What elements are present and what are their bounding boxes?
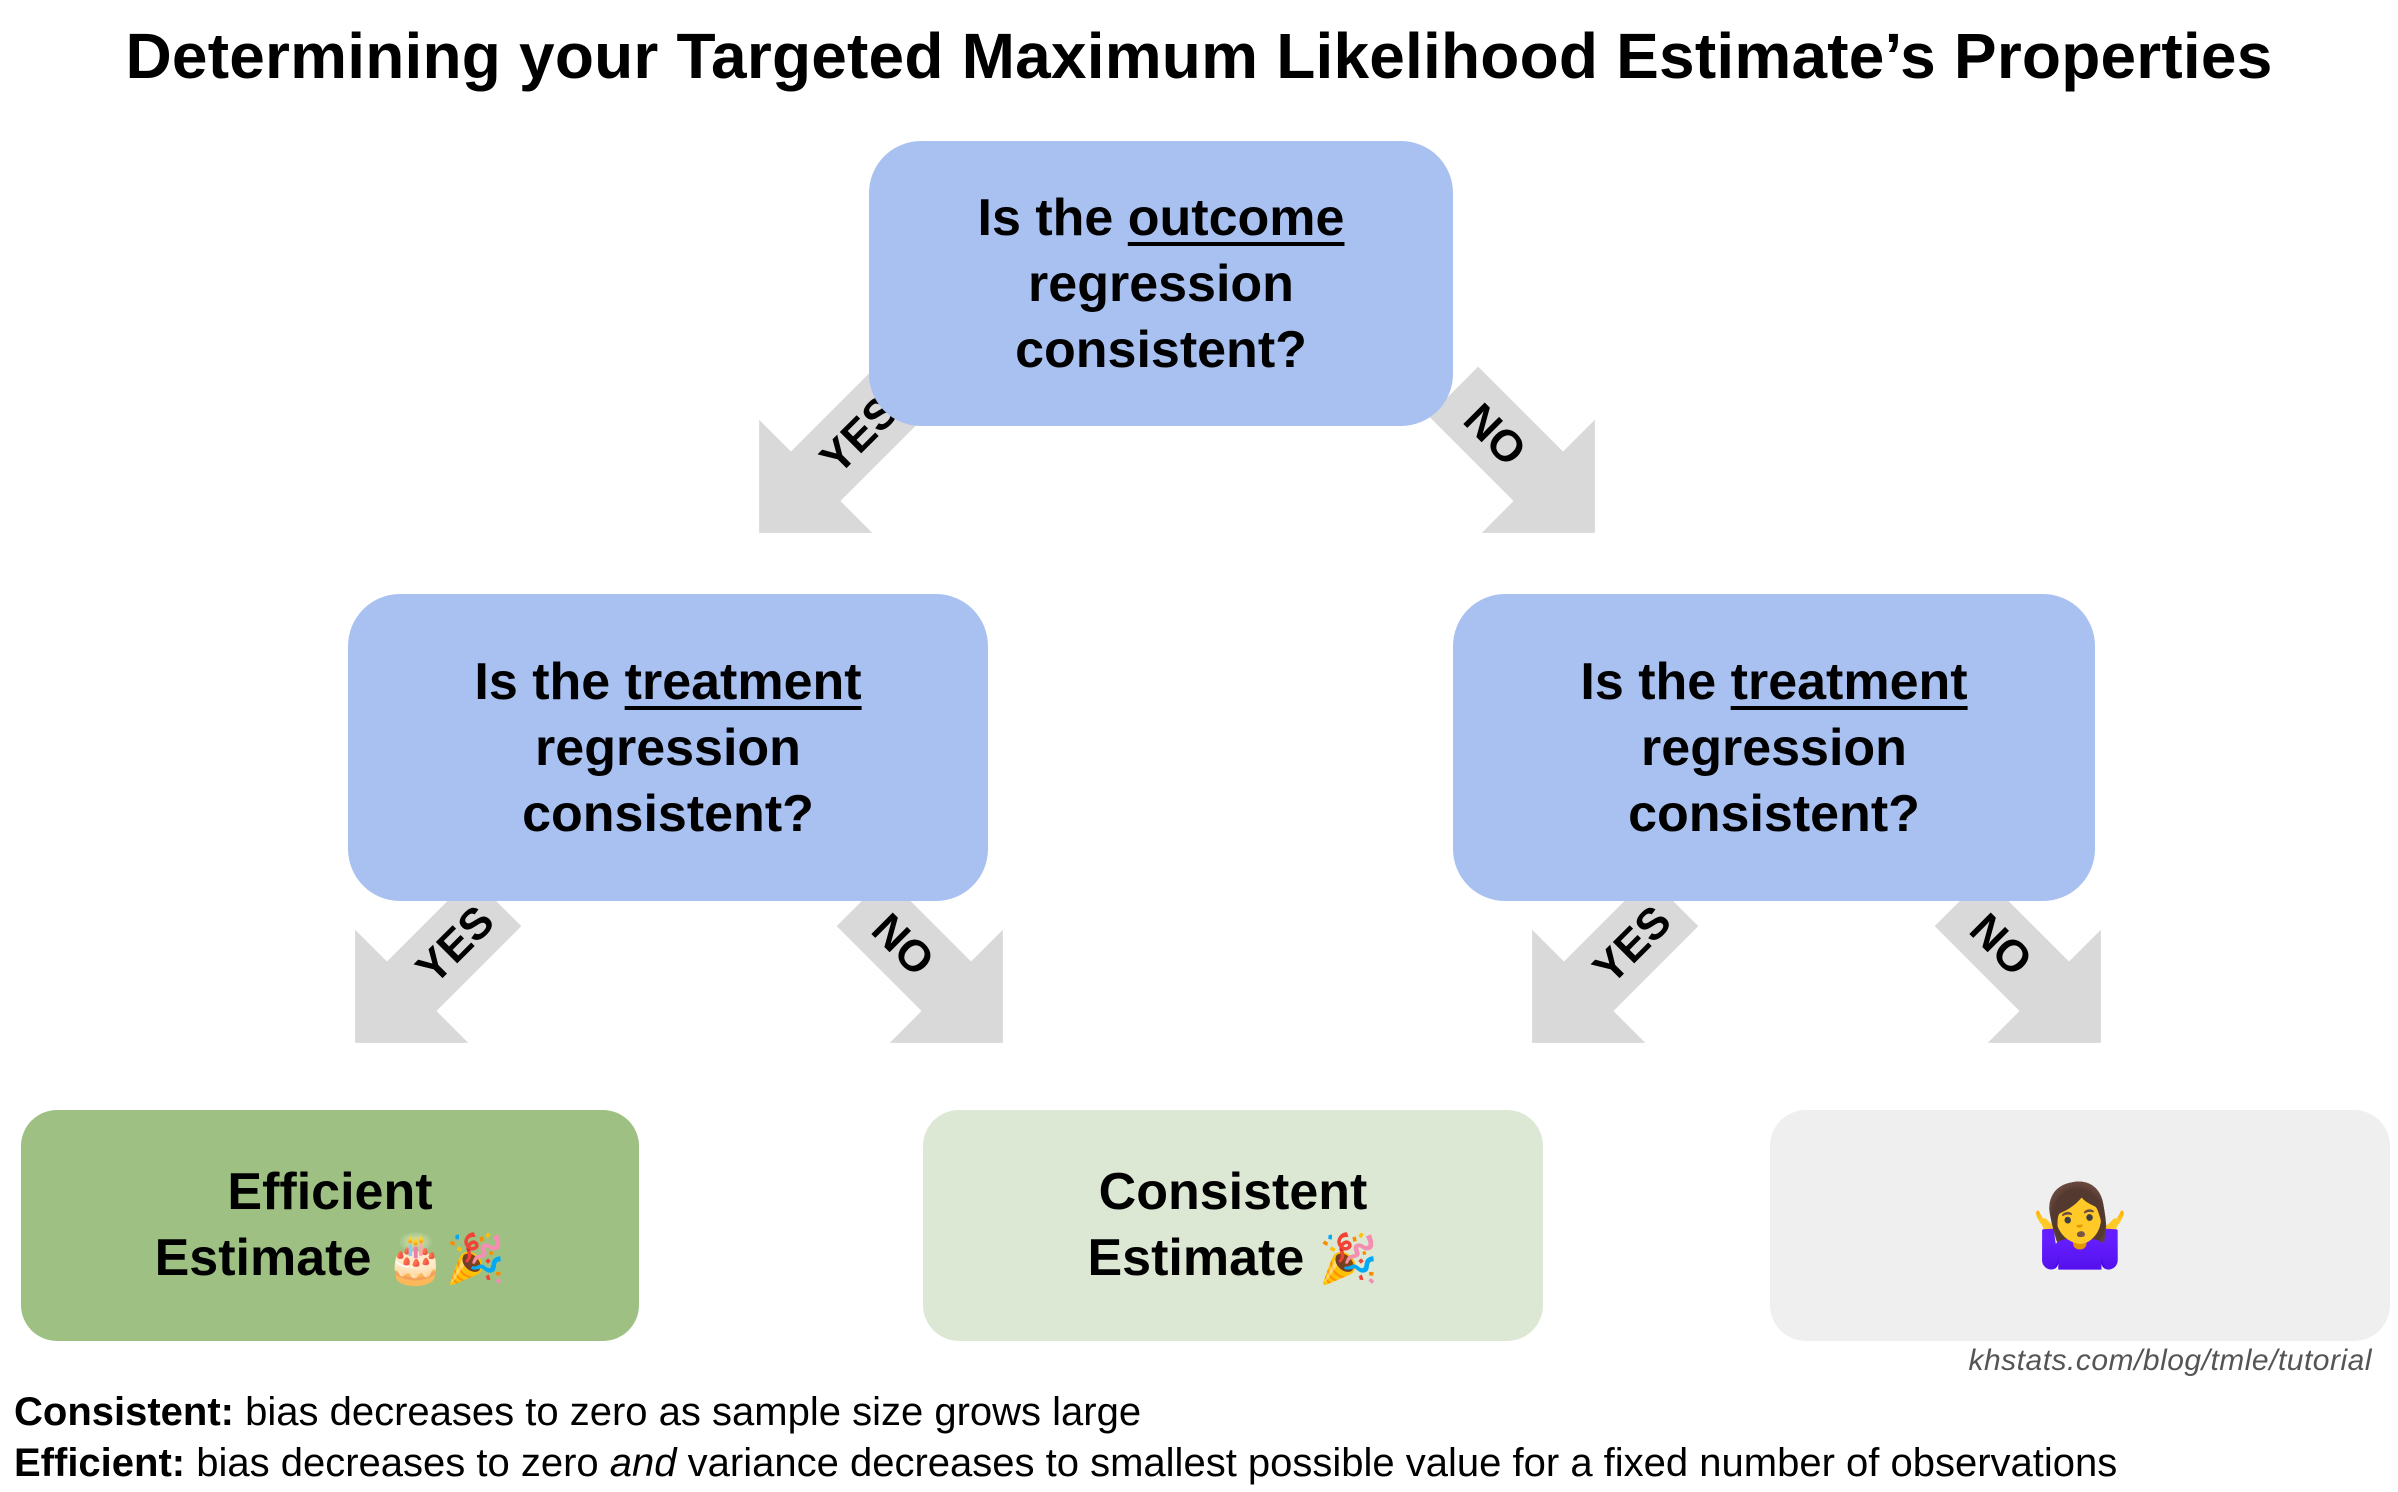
left-question-line2: regression bbox=[535, 718, 801, 777]
shrug-icon: 🤷‍♀️ bbox=[2030, 1178, 2130, 1272]
right-question-prefix: Is the bbox=[1580, 652, 1731, 711]
root-question-line2: regression bbox=[1028, 254, 1294, 313]
definition-consistent-term: Consistent: bbox=[14, 1390, 234, 1434]
definition-efficient: Efficient: bias decreases to zero and va… bbox=[14, 1438, 2117, 1488]
consistent-estimate-line2: Estimate bbox=[1087, 1229, 1305, 1287]
definition-efficient-text-a: bias decreases to zero bbox=[185, 1441, 610, 1485]
right-question-box: Is the treatment regression consistent? bbox=[1453, 594, 2095, 901]
source-credit: khstats.com/blog/tmle/tutorial bbox=[1968, 1344, 2372, 1377]
left-question-line3: consistent? bbox=[522, 784, 814, 843]
efficient-estimate-box: Efficient Estimate 🎂🎉 bbox=[21, 1110, 639, 1341]
left-question-box: Is the treatment regression consistent? bbox=[348, 594, 988, 901]
definition-efficient-emphasis: and bbox=[609, 1441, 677, 1485]
left-question-keyword: treatment bbox=[624, 652, 862, 711]
diagram-title: Determining your Targeted Maximum Likeli… bbox=[125, 20, 2273, 92]
root-question-box: Is the outcome regression consistent? bbox=[869, 141, 1453, 426]
root-question-prefix: Is the bbox=[977, 188, 1128, 247]
left-question-prefix: Is the bbox=[474, 652, 625, 711]
efficient-estimate-line2: Estimate bbox=[154, 1229, 372, 1287]
consistent-estimate-box: Consistent Estimate 🎉 bbox=[923, 1110, 1543, 1341]
right-question-line3: consistent? bbox=[1628, 784, 1920, 843]
cake-party-icon: 🎂🎉 bbox=[385, 1231, 506, 1287]
right-question-keyword: treatment bbox=[1730, 652, 1968, 711]
definition-consistent-text: bias decreases to zero as sample size gr… bbox=[234, 1390, 1142, 1434]
right-question-line2: regression bbox=[1641, 718, 1907, 777]
consistent-estimate-line1: Consistent bbox=[1098, 1163, 1368, 1221]
definition-efficient-text-b: variance decreases to smallest possible … bbox=[676, 1441, 2118, 1485]
party-popper-icon: 🎉 bbox=[1318, 1231, 1379, 1287]
root-question-line3: consistent? bbox=[1015, 320, 1307, 379]
definition-efficient-term: Efficient: bbox=[14, 1441, 186, 1485]
unknown-result-box: 🤷‍♀️ bbox=[1770, 1110, 2390, 1341]
definition-consistent: Consistent: bias decreases to zero as sa… bbox=[14, 1387, 1141, 1437]
efficient-estimate-line1: Efficient bbox=[227, 1163, 433, 1221]
root-question-keyword: outcome bbox=[1127, 188, 1345, 247]
